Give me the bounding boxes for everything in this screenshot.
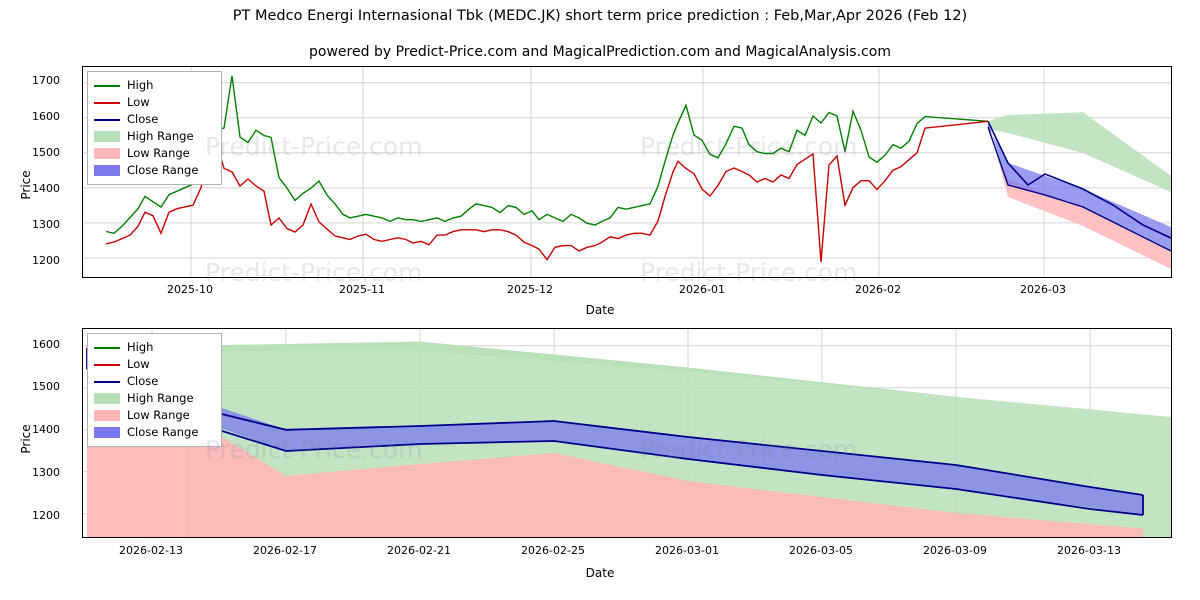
bottom-xtick-6: 2026-03-09	[923, 544, 987, 557]
top-low-range-band	[988, 121, 1171, 270]
bottom-ytick-1400: 1400	[32, 423, 60, 436]
top-ytick-1300: 1300	[32, 218, 60, 231]
legend-swatch-high-range	[94, 131, 120, 142]
bottom-low-range-band	[87, 349, 1143, 537]
bottom-ytick-1200: 1200	[32, 509, 60, 522]
legend-item-close-range: Close Range	[94, 162, 214, 179]
legend-item-high-range: High Range	[94, 128, 214, 145]
legend-label-low-2: Low	[127, 357, 150, 371]
bottom-xtick-4: 2026-03-01	[655, 544, 719, 557]
bottom-ytick-1600: 1600	[32, 338, 60, 351]
bottom-xtick-2: 2026-02-21	[387, 544, 451, 557]
top-ytick-1600: 1600	[32, 110, 60, 123]
bottom-xtick-5: 2026-03-05	[789, 544, 853, 557]
legend-label-low-range: Low Range	[127, 146, 190, 160]
bottom-chart-legend: High Low Close High Range Low Range Clos…	[87, 333, 222, 447]
legend-item-low: Low	[94, 94, 214, 111]
bottom-xtick-7: 2026-03-13	[1057, 544, 1121, 557]
legend-item-high-range-2: High Range	[94, 390, 214, 407]
top-xtick-2026-03: 2026-03	[1020, 283, 1066, 296]
top-series-high	[105, 75, 989, 235]
legend-label-close-range: Close Range	[127, 163, 199, 177]
top-plot-svg	[83, 67, 1171, 277]
legend-label-high-range-2: High Range	[127, 391, 194, 405]
legend-label-low-range-2: Low Range	[127, 408, 190, 422]
page-title: PT Medco Energi Internasional Tbk (MEDC.…	[232, 8, 968, 24]
top-chart-xlabel: Date	[585, 303, 615, 317]
legend-item-close-range-2: Close Range	[94, 424, 214, 441]
top-ytick-1400: 1400	[32, 182, 60, 195]
top-xtick-2025-12: 2025-12	[507, 283, 553, 296]
top-xtick-2025-10: 2025-10	[167, 283, 213, 296]
legend-swatch-high-line-2	[94, 342, 120, 353]
bottom-chart-ylabel: Price	[19, 424, 33, 454]
bottom-plot-area	[82, 328, 1172, 538]
top-series-low	[105, 120, 989, 263]
legend-swatch-high-line	[94, 80, 120, 91]
legend-swatch-low-line	[94, 97, 120, 108]
bottom-chart-xlabel: Date	[585, 566, 615, 580]
legend-item-low-range: Low Range	[94, 145, 214, 162]
legend-swatch-close-range-2	[94, 427, 120, 438]
legend-swatch-close-range	[94, 165, 120, 176]
bottom-xtick-3: 2026-02-25	[521, 544, 585, 557]
top-high-range-band	[988, 112, 1171, 193]
legend-swatch-close-line	[94, 114, 120, 125]
legend-label-low: Low	[127, 95, 150, 109]
bottom-ytick-1300: 1300	[32, 466, 60, 479]
legend-item-close-2: Close	[94, 373, 214, 390]
bottom-plot-svg	[83, 329, 1171, 537]
legend-item-high: High	[94, 77, 214, 94]
legend-swatch-close-line-2	[94, 376, 120, 387]
bottom-xtick-1: 2026-02-17	[253, 544, 317, 557]
legend-item-low-range-2: Low Range	[94, 407, 214, 424]
top-xtick-2026-02: 2026-02	[855, 283, 901, 296]
legend-swatch-low-range-2	[94, 410, 120, 421]
top-series-close-lower	[987, 126, 1171, 252]
legend-label-high-2: High	[127, 340, 154, 354]
legend-swatch-high-range-2	[94, 393, 120, 404]
bottom-xtick-0: 2026-02-13	[119, 544, 183, 557]
bottom-ytick-1500: 1500	[32, 380, 60, 393]
top-series-close	[987, 120, 1171, 239]
top-xtick-2026-01: 2026-01	[679, 283, 725, 296]
top-gridlines	[83, 67, 1171, 277]
top-plot-area	[82, 66, 1172, 278]
legend-label-high-range: High Range	[127, 129, 194, 143]
top-chart-legend: High Low Close High Range Low Range Clos…	[87, 71, 222, 185]
top-close-range-band	[988, 121, 1171, 251]
top-xtick-2025-11: 2025-11	[339, 283, 385, 296]
top-ytick-1200: 1200	[32, 254, 60, 267]
legend-label-close-2: Close	[127, 374, 159, 388]
legend-swatch-low-range	[94, 148, 120, 159]
legend-item-close: Close	[94, 111, 214, 128]
legend-label-high: High	[127, 78, 154, 92]
legend-swatch-low-line-2	[94, 359, 120, 370]
page-subtitle: powered by Predict-Price.com and Magical…	[309, 44, 891, 60]
legend-item-low-2: Low	[94, 356, 214, 373]
legend-item-high-2: High	[94, 339, 214, 356]
legend-label-close-range-2: Close Range	[127, 425, 199, 439]
legend-label-close: Close	[127, 112, 159, 126]
top-ytick-1700: 1700	[32, 74, 60, 87]
top-ytick-1500: 1500	[32, 146, 60, 159]
